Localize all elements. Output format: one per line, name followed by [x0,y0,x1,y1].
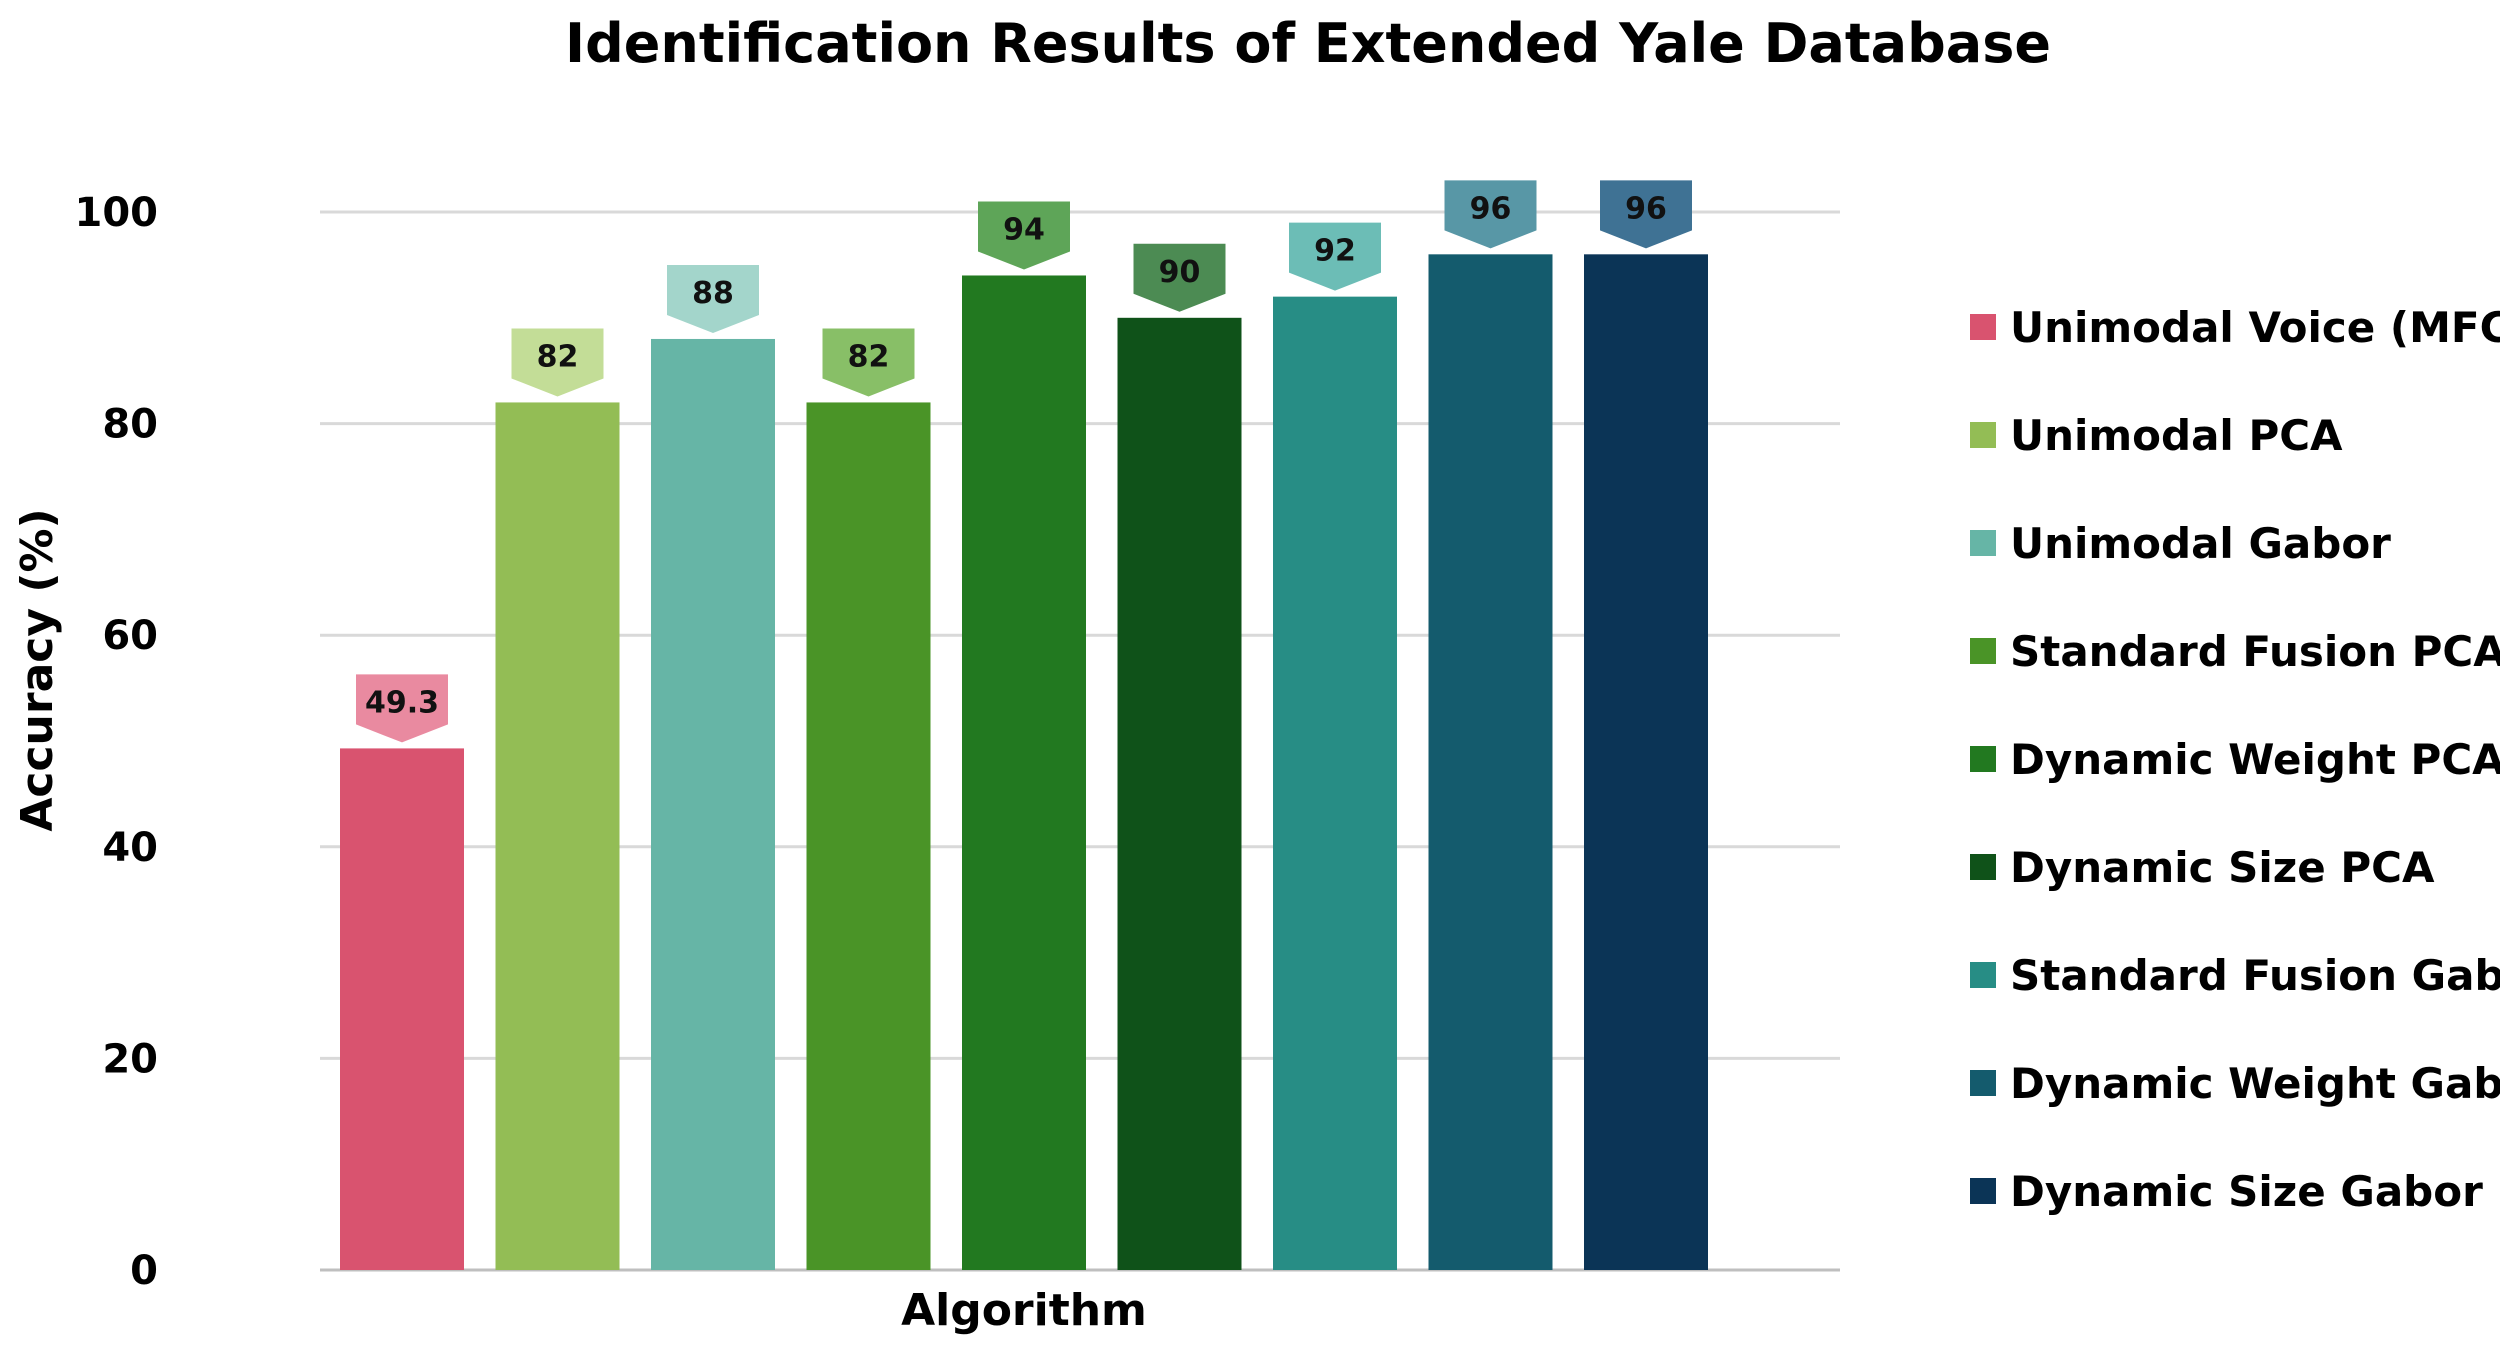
y-axis-ticks: 0 20 40 60 80 100 [75,190,159,1294]
data-label: 92 [1314,234,1356,269]
legend: Unimodal Voice (MFCC) Unimodal PCA Unimoda… [1970,303,2500,1216]
data-label-callout [1289,222,1381,291]
data-label-callout [1133,243,1226,312]
data-labels: 49.3 82 88 82 94 90 92 96 96 [356,180,1692,743]
y-tick-label: 80 [102,402,158,448]
legend-swatch [1970,854,1996,880]
data-label: 94 [1003,212,1045,247]
data-label-callout [978,201,1070,270]
legend-swatch [1970,530,1996,556]
data-label-callout [822,328,915,397]
legend-swatch [1970,314,1996,340]
bar [806,402,931,1270]
data-label: 49.3 [365,685,439,720]
y-tick-label: 100 [75,190,159,236]
chart-title: Identification Results of Extended Yale … [565,12,2051,75]
legend-label: Dynamic Size Gabor [2010,1167,2483,1216]
y-tick-label: 20 [102,1036,158,1082]
data-label-callout [667,264,759,333]
bars [340,254,1708,1271]
legend-label: Dynamic Size PCA [2010,843,2435,892]
legend-label: Dynamic Weight Gabor [2010,1059,2500,1108]
bar [340,748,464,1270]
data-label: 96 [1625,191,1667,226]
legend-swatch [1970,962,1996,988]
legend-label: Standard Fusion Gabor [2010,951,2500,1000]
bar [651,338,775,1271]
data-label: 82 [537,339,579,374]
data-label: 88 [692,276,734,311]
bar [1428,254,1553,1270]
data-label-callout [1600,180,1692,249]
legend-swatch [1970,638,1996,664]
legend-label: Unimodal PCA [2010,411,2343,460]
y-tick-label: 40 [102,825,158,871]
bar [495,402,620,1270]
legend-swatch [1970,422,1996,448]
bar [1273,296,1397,1270]
y-tick-label: 60 [102,613,158,659]
data-label: 96 [1470,191,1512,226]
data-label: 90 [1159,255,1201,290]
legend-label: Unimodal Voice (MFCC) [2010,303,2500,352]
bar [962,275,1086,1271]
legend-swatch [1970,1070,1996,1096]
bar [1117,317,1242,1270]
y-tick-label: 0 [130,1248,158,1294]
x-axis-label: Algorithm [901,1285,1147,1336]
legend-label: Standard Fusion PCA [2010,627,2500,676]
legend-label: Unimodal Gabor [2010,519,2391,568]
legend-label: Dynamic Weight PCA [2010,735,2500,784]
data-label-callout [511,328,604,397]
legend-swatch [1970,1178,1996,1204]
data-label-callout [1444,180,1537,249]
data-label: 82 [848,339,890,374]
y-axis-label: Accuracy (%) [12,508,63,831]
data-label-callout [356,674,448,743]
bar [1584,254,1708,1270]
legend-swatch [1970,746,1996,772]
